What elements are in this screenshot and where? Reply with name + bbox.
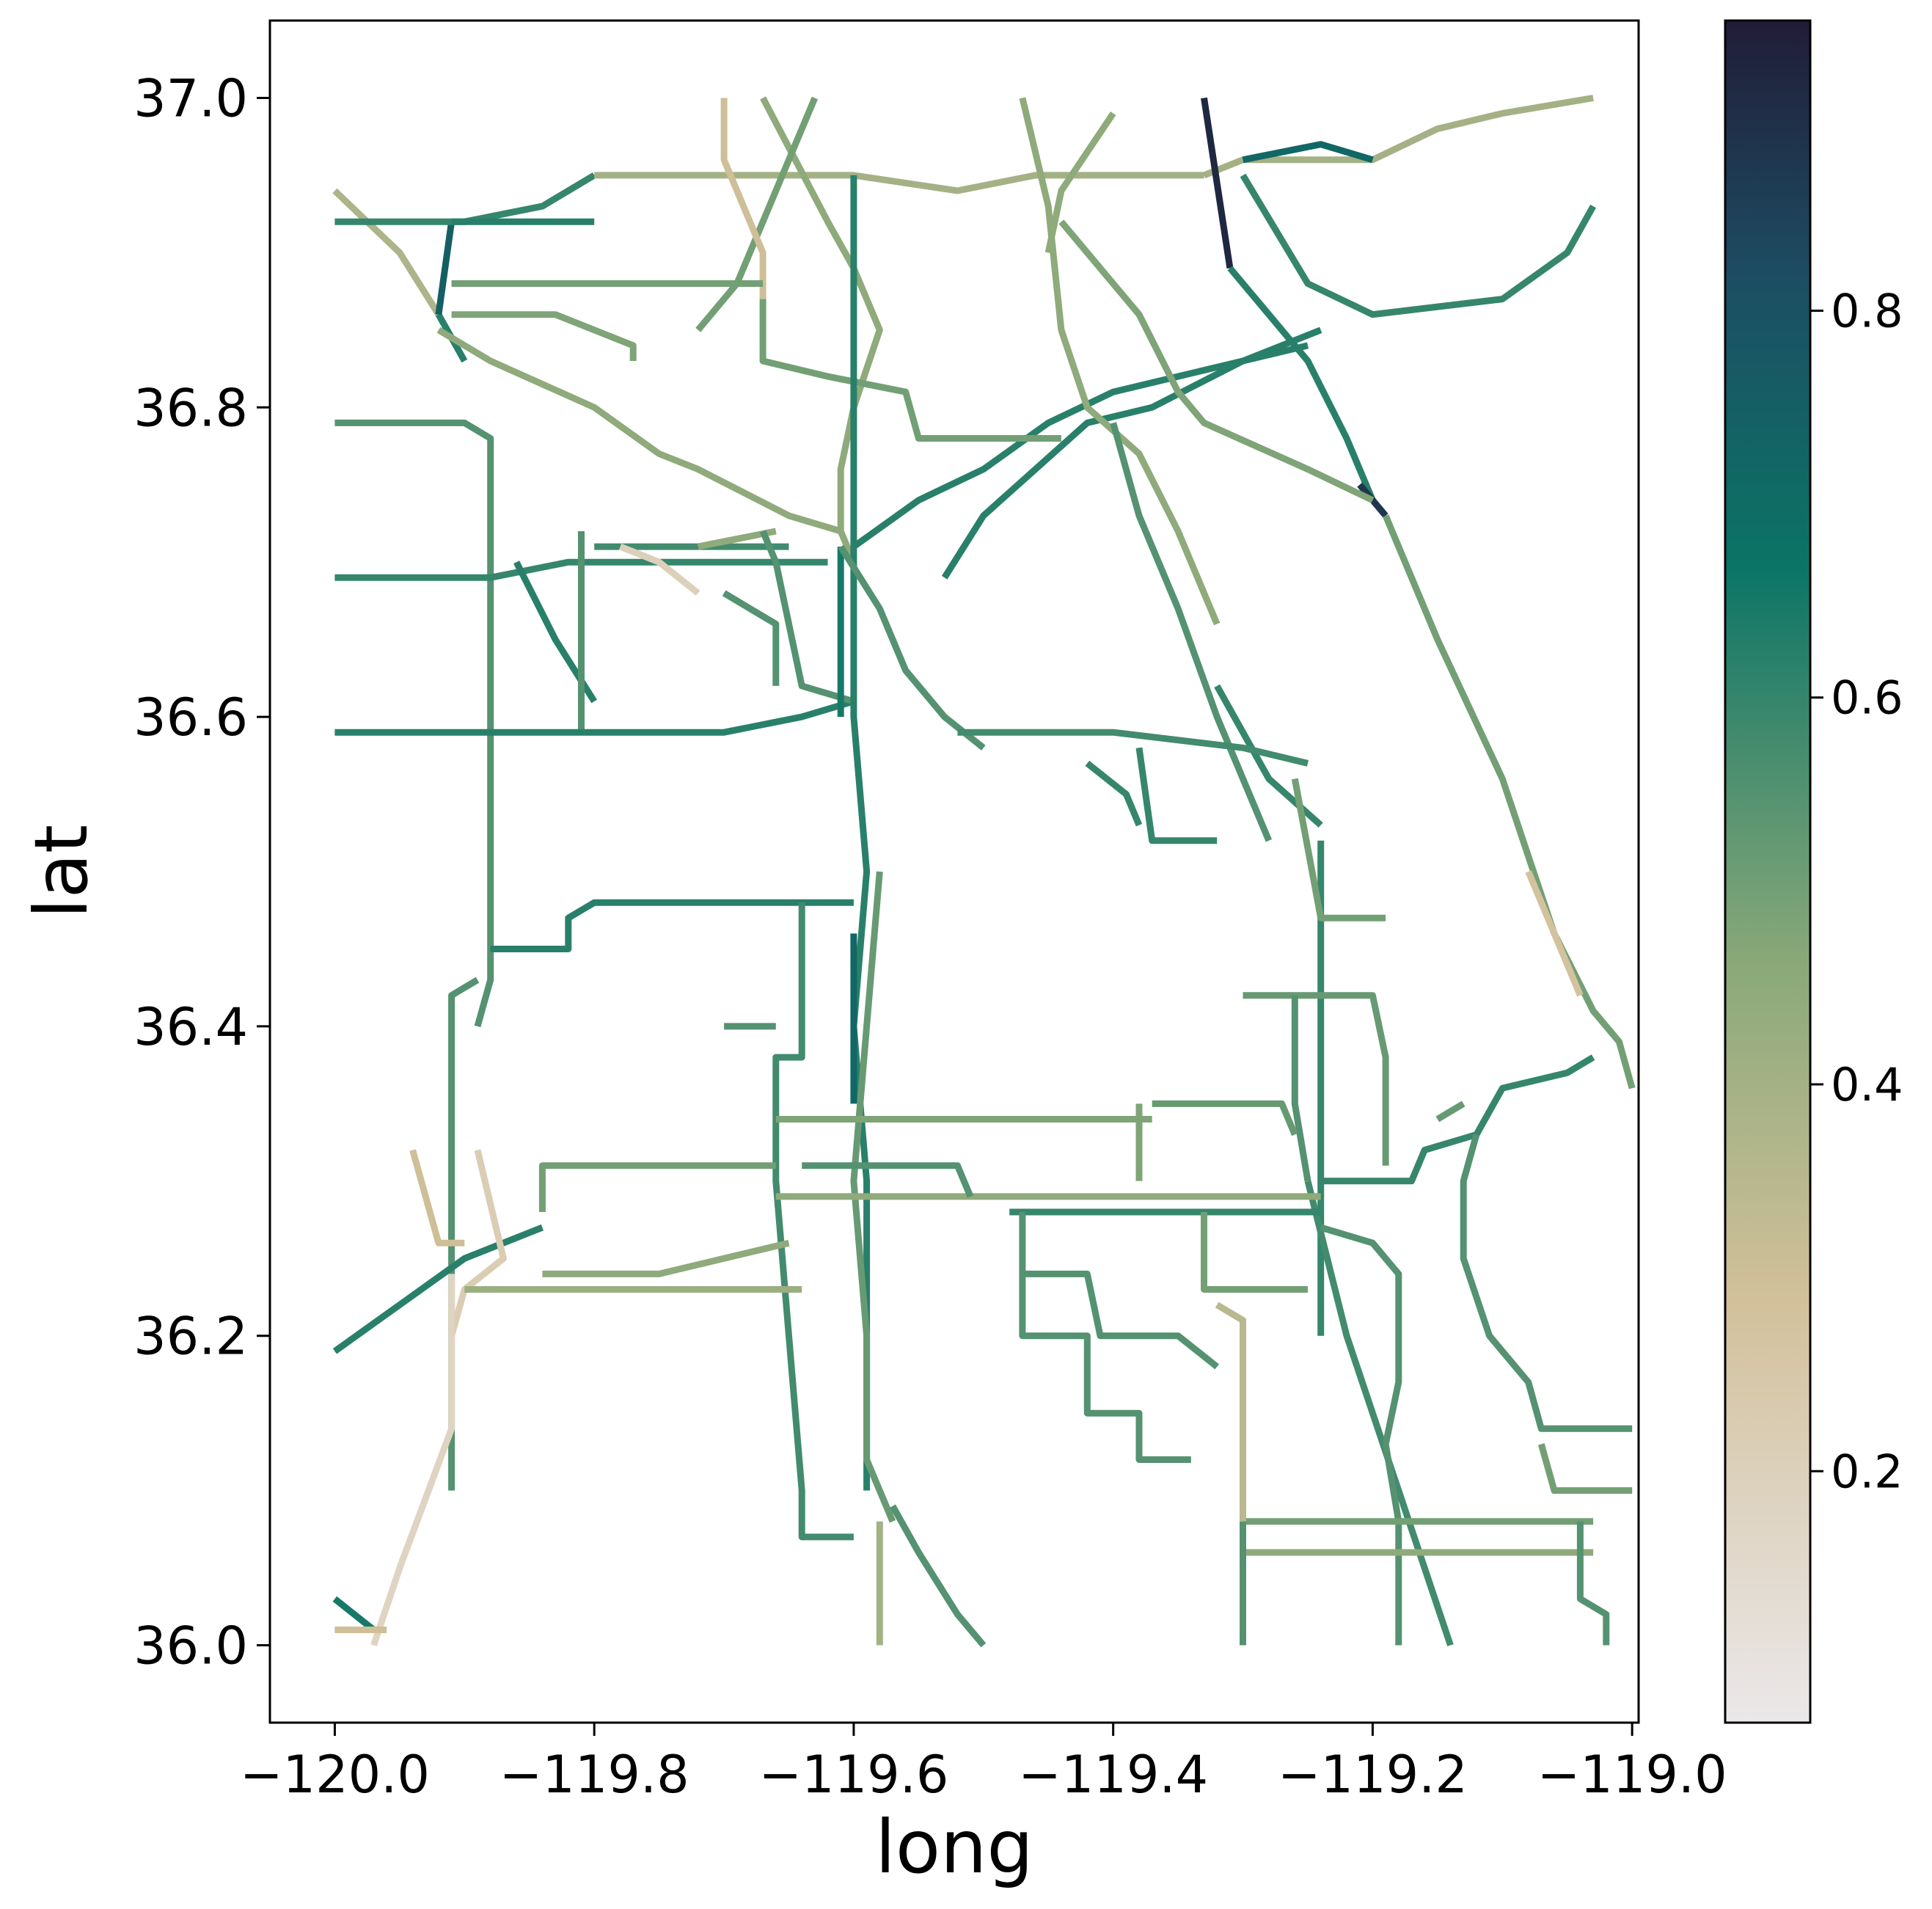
road-segment bbox=[1201, 97, 1234, 269]
road-segment bbox=[957, 729, 1309, 767]
y-tick-label: 36.2 bbox=[133, 1307, 248, 1367]
colorbar-ticks: 0.2 0.4 0.6 0.8 bbox=[1810, 284, 1903, 1498]
road-segment bbox=[1044, 111, 1116, 254]
y-axis: 36.0 36.2 36.4 36.6 36.8 37.0 bbox=[133, 68, 270, 1676]
roads-layer bbox=[332, 95, 1636, 1648]
road-segment bbox=[850, 871, 896, 1523]
x-tick-label: −119.0 bbox=[1537, 1745, 1727, 1805]
road-segment bbox=[332, 188, 442, 317]
colorbar-tick-label: 0.8 bbox=[1831, 284, 1903, 337]
road-segment bbox=[759, 299, 1061, 442]
road-segment bbox=[1019, 97, 1221, 626]
road-segment bbox=[1243, 992, 1389, 1166]
road-segment bbox=[1242, 141, 1374, 164]
road-segment bbox=[1227, 266, 1376, 502]
colorbar-tick-label: 0.4 bbox=[1831, 1058, 1903, 1112]
road-segment bbox=[490, 899, 854, 952]
road-segment bbox=[451, 311, 637, 361]
x-axis-label: long bbox=[875, 1804, 1033, 1890]
road-segment bbox=[852, 342, 1309, 550]
road-segment bbox=[1525, 870, 1584, 997]
road-segment bbox=[448, 977, 480, 1491]
colorbar-tick-label: 0.2 bbox=[1831, 1445, 1903, 1498]
x-axis: −120.0 −119.8 −119.6 −119.4 −119.2 −119.0 bbox=[240, 1723, 1727, 1805]
road-segment bbox=[838, 544, 986, 751]
road-segment bbox=[772, 902, 854, 1541]
road-segment bbox=[538, 1162, 776, 1212]
road-segment bbox=[1202, 95, 1594, 179]
road-segment bbox=[1304, 1180, 1454, 1646]
road-segment bbox=[334, 419, 494, 1028]
road-segment bbox=[1058, 219, 1375, 503]
road-segment bbox=[1460, 1134, 1633, 1432]
road-segment bbox=[1537, 1443, 1633, 1494]
y-axis-label: lat bbox=[18, 825, 104, 919]
road-segment bbox=[720, 98, 766, 299]
colorbar-tick-label: 0.6 bbox=[1831, 671, 1903, 725]
road-segment bbox=[1435, 1100, 1466, 1123]
road-segment bbox=[334, 558, 828, 581]
plot-frame bbox=[268, 19, 1640, 1724]
road-segment bbox=[941, 326, 1322, 580]
road-segment bbox=[722, 590, 780, 686]
road-segment bbox=[409, 1149, 465, 1246]
road-segment bbox=[594, 172, 1204, 194]
road-segment bbox=[1019, 1212, 1219, 1370]
y-tick-label: 36.0 bbox=[133, 1616, 248, 1676]
road-segment bbox=[448, 1149, 507, 1337]
road-segment bbox=[760, 96, 883, 563]
road-segment bbox=[332, 1596, 376, 1633]
y-tick-label: 37.0 bbox=[133, 68, 248, 128]
road-segment bbox=[435, 221, 455, 315]
road-segment bbox=[334, 172, 596, 225]
x-tick-label: −119.2 bbox=[1278, 1745, 1468, 1805]
road-segment bbox=[759, 530, 855, 705]
x-tick-label: −119.6 bbox=[758, 1745, 948, 1805]
road-segment bbox=[332, 1224, 544, 1354]
colorbar bbox=[1724, 19, 1812, 1724]
road-segment bbox=[334, 698, 855, 736]
road-segment bbox=[1382, 514, 1636, 1089]
road-segment bbox=[1085, 760, 1143, 827]
road-segment bbox=[890, 1504, 987, 1648]
road-segment bbox=[1110, 422, 1273, 842]
road-segment bbox=[1576, 1521, 1610, 1646]
x-tick-label: −120.0 bbox=[240, 1745, 430, 1805]
road-segment bbox=[1291, 778, 1386, 921]
y-tick-label: 36.6 bbox=[133, 687, 248, 748]
y-tick-label: 36.8 bbox=[133, 378, 248, 438]
road-segment bbox=[1019, 1274, 1191, 1463]
road-segment bbox=[1240, 173, 1597, 318]
road-segment bbox=[436, 326, 842, 535]
road-segment bbox=[1135, 747, 1218, 844]
x-tick-label: −119.8 bbox=[500, 1745, 689, 1805]
road-segment bbox=[695, 96, 819, 332]
road-segment bbox=[802, 1162, 974, 1198]
road-segment bbox=[370, 1274, 455, 1646]
road-segment bbox=[1201, 1212, 1308, 1293]
road-segment bbox=[1320, 1054, 1595, 1185]
x-tick-label: −119.4 bbox=[1018, 1745, 1208, 1805]
road-segment bbox=[542, 1239, 790, 1277]
road-segment bbox=[850, 175, 871, 1491]
road-segment bbox=[618, 543, 700, 596]
y-tick-label: 36.4 bbox=[133, 997, 248, 1057]
road-segment bbox=[1215, 1302, 1246, 1522]
road-segment bbox=[1291, 995, 1311, 1182]
road-segment bbox=[1152, 1100, 1298, 1136]
